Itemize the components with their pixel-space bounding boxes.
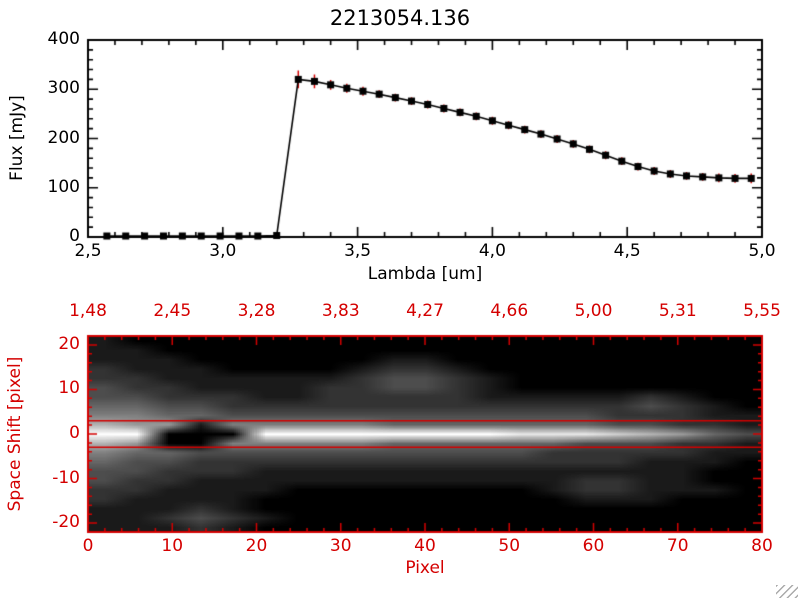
spectrum-x-tick-label: 5,0: [748, 241, 776, 261]
wavelength-tick-label: 2,45: [153, 301, 192, 321]
pixel-tick-label: 50: [498, 536, 521, 556]
wavelength-tick-label: 1,48: [69, 301, 107, 321]
spectrum-x-tick-label: 3,0: [209, 241, 237, 261]
wavelength-tick-label: 5,00: [574, 301, 613, 321]
wavelength-tick-label: 5,55: [743, 301, 781, 321]
resize-grip-icon: [776, 585, 798, 598]
spectrum-x-tick-label: 4,0: [478, 241, 506, 261]
spectrum-y-tick-label: 400: [47, 29, 80, 50]
spectrum-y-tick-label: 200: [47, 127, 80, 148]
pixel-tick-label: 60: [582, 536, 605, 556]
pixel-tick-label: 10: [161, 536, 184, 556]
spectrum-y-tick-label: 100: [47, 176, 80, 197]
plot-title: 2213054.136: [329, 6, 471, 30]
pixel-tick-label: 20: [245, 536, 268, 556]
pixel-axis-label: Pixel: [405, 558, 445, 578]
lambda-axis-label: Lambda [um]: [367, 264, 483, 284]
space-shift-tick-label: -20: [52, 512, 80, 533]
spectrum-y-tick-label: 300: [47, 78, 80, 99]
spectrum-x-tick-label: 3,5: [344, 241, 372, 261]
wavelength-tick-label: 3,28: [237, 301, 276, 321]
pixel-tick-label: 30: [329, 536, 352, 556]
spectrum-x-tick-label: 2,5: [74, 241, 102, 261]
spectrum-y-tick-label: 0: [69, 226, 80, 247]
pixel-tick-label: 80: [751, 536, 773, 556]
spectrum-x-tick-label: 4,5: [613, 241, 641, 261]
wavelength-tick-label: 4,66: [490, 301, 529, 321]
pixel-tick-label: 40: [414, 536, 436, 556]
flux-axis-label: Flux [mJy]: [7, 95, 28, 181]
space-shift-tick-label: -10: [52, 467, 80, 488]
space-shift-tick-label: 10: [58, 378, 80, 399]
wavelength-tick-label: 3,83: [321, 301, 360, 321]
pixel-tick-label: 70: [666, 536, 689, 556]
space-shift-axis-label: Space Shift [pixel]: [5, 356, 26, 512]
pixel-tick-label: 0: [82, 536, 94, 556]
space-shift-tick-label: 20: [58, 333, 80, 354]
wavelength-tick-label: 5,31: [658, 301, 697, 321]
space-shift-tick-label: 0: [69, 423, 80, 444]
wavelength-tick-label: 4,27: [406, 301, 444, 321]
